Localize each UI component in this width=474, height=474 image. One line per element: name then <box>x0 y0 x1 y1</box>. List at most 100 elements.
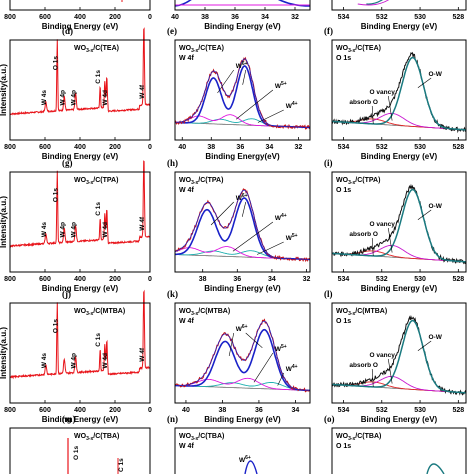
panel-subtitle: O 1s <box>336 443 351 450</box>
peak-label: W 4f <box>139 216 146 231</box>
x-tick-label: 36 <box>255 407 263 414</box>
peak-label: W 4p <box>59 90 66 106</box>
panel-k: (k)WO3-x/C(MTBA)W 4f W6+ W5+ W4+ 40 38 36 34 Bin… <box>167 289 311 424</box>
x-tick-label: 600 <box>39 407 51 414</box>
peak-label: W 4d <box>102 90 109 106</box>
annot-arrow <box>387 358 393 384</box>
panel-l: (l)WO3-x/C(MTBA)O 1s O-W O vancy absorb O 53… <box>324 289 467 424</box>
o-w-component <box>332 188 466 263</box>
x-tick-label: 534 <box>338 14 350 21</box>
x-tick-label: 34 <box>292 407 300 414</box>
panel-d: Intensity(a.u.) O 1s W 4s W 4p W 4p C 1sW 4d W… <box>0 26 152 161</box>
species-label: W5+ <box>286 233 298 242</box>
x-tick-label: 532 <box>376 276 388 283</box>
panel-subtitle: O 1s <box>336 55 351 62</box>
x-tick-label: 528 <box>452 276 464 283</box>
x-tick-label: 34 <box>268 276 276 283</box>
panel-title: WO3-x/C(TPA) <box>74 177 118 186</box>
component-label: O vancy <box>370 221 396 228</box>
panel-letter: (i) <box>324 158 333 168</box>
x-tick-label: 400 <box>74 407 86 414</box>
peak-label: W 4s <box>41 222 48 238</box>
o-w-component <box>332 56 466 131</box>
panel-title: WO3-x/C(TBA) <box>336 433 381 442</box>
x-tick-label: 32 <box>303 276 311 283</box>
annot-arrow <box>253 352 274 383</box>
x-tick-label: 528 <box>452 407 464 414</box>
x-tick-label: 800 <box>4 407 16 414</box>
component-label: absorb O <box>349 362 378 369</box>
annot-arrow <box>417 209 432 221</box>
component-label: O-W <box>428 71 442 78</box>
species-label: W5+ <box>275 344 287 353</box>
x-tick-label: 38 <box>207 144 215 151</box>
x-tick-label: 530 <box>414 144 426 151</box>
x-tick-label: 34 <box>261 14 269 21</box>
x-tick-label: 40 <box>178 144 186 151</box>
panel-letter: (m) <box>62 414 76 424</box>
annot-arrow <box>371 105 374 124</box>
peak-label: W 4p <box>71 353 78 369</box>
panel-title: WO3-x/C(MTBA) <box>74 308 125 317</box>
w6-component <box>174 328 310 392</box>
w6-component <box>174 197 310 261</box>
panel-title: WO3-x/C(TEA) <box>179 45 224 54</box>
panel-h: (h)WO3-x/C(TPA)W 4f W6+ W4+ W5+ 38 36 34 32 Bind… <box>167 158 311 293</box>
survey-spectrum <box>9 160 151 248</box>
x-tick-label: 534 <box>338 276 350 283</box>
peak-label: C 1s <box>95 70 102 84</box>
panel-subtitle: W 4f <box>179 187 194 194</box>
x-tick-label: 200 <box>109 407 121 414</box>
x-tick-label: 800 <box>4 144 16 151</box>
peak-label: W 4p <box>59 222 66 238</box>
peak-label: C 1s <box>95 202 102 216</box>
x-tick-label: 0 <box>148 14 152 21</box>
panel-f: (f)WO3-x/C(TEA)O 1s O-W O vancy absorb O 534… <box>324 26 467 161</box>
x-axis-label: Binding Energy (eV) <box>204 415 281 424</box>
peak-label: O 1s <box>73 446 80 460</box>
x-tick-label: 530 <box>414 276 426 283</box>
x-tick-label: 36 <box>231 14 239 21</box>
peak-label: C 1s <box>95 333 102 347</box>
species-label: W6+ <box>239 455 251 464</box>
panel-j: Intensity(a.u.) O 1s W 4s W 4p C 1sW 4d W 4f (… <box>0 289 152 424</box>
x-tick-label: 532 <box>376 144 388 151</box>
x-axis-label: Binding Energy (eV) <box>42 415 119 424</box>
raw-spectrum <box>174 56 311 130</box>
x-axis-label: Binding Energy(eV) <box>205 152 280 161</box>
plot-frame <box>9 171 151 273</box>
annot-arrow <box>417 340 432 352</box>
panel-title: WO3-x/C(TBA) <box>74 433 119 442</box>
peak-label: O 1s <box>52 319 59 333</box>
annot-arrow <box>228 332 235 357</box>
panel-letter: (f) <box>324 26 333 36</box>
x-tick-label: 600 <box>39 14 51 21</box>
annot-arrow <box>232 221 274 252</box>
x-tick-label: 534 <box>338 407 350 414</box>
peak-label: O 1s <box>52 56 59 70</box>
peak-label: W 4d <box>102 353 109 369</box>
panel-title: WO3-x/C(TEA) <box>74 45 119 54</box>
x-tick-label: 38 <box>201 14 209 21</box>
plot-frame <box>331 427 467 474</box>
component-label: absorb O <box>349 231 378 238</box>
panel-letter: (e) <box>167 26 177 36</box>
x-tick-label: 534 <box>338 144 350 151</box>
survey-spectrum <box>49 0 123 2</box>
fit-envelope <box>175 320 310 391</box>
plot-frame <box>174 0 311 11</box>
panel-title: WO3-x/C(TPA) <box>336 177 380 186</box>
annot-arrow <box>257 241 284 255</box>
peak-label: C 1s <box>118 458 125 472</box>
x-tick-label: 38 <box>199 276 207 283</box>
peak-label: W 4p <box>71 90 78 106</box>
plot-frame <box>9 39 151 141</box>
panel-b: 40 38 36 34 32 Binding Energy (eV) <box>171 0 311 31</box>
x-tick-label: 800 <box>4 276 16 283</box>
panel-title: WO3-x/C(MTBA) <box>179 308 230 317</box>
panel-title: WO3-x/C(TBA) <box>179 433 224 442</box>
panel-letter: (o) <box>324 414 335 424</box>
raw-spectrum <box>174 318 311 393</box>
annot-arrow <box>235 89 274 120</box>
